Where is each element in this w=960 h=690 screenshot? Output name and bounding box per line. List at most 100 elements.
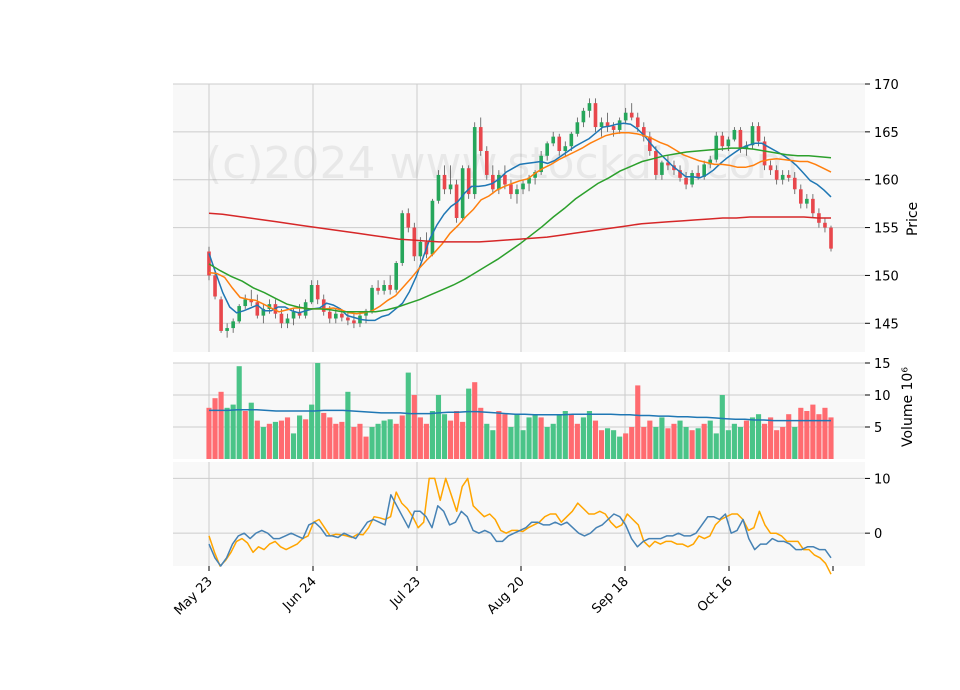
x-tick-label: May 23 — [172, 574, 216, 618]
volume-bar — [508, 427, 514, 459]
candle-body — [648, 136, 652, 151]
candle-body — [539, 155, 543, 173]
volume-bar — [266, 423, 272, 459]
volume-bar — [514, 414, 520, 459]
candle-body — [551, 136, 556, 144]
volume-bar — [762, 423, 768, 459]
candle-body — [442, 174, 447, 190]
volume-bar — [695, 428, 701, 459]
volume-bar — [297, 415, 303, 459]
y-tick-label: 10 — [874, 472, 891, 487]
candle-body — [798, 189, 803, 204]
candle-body — [388, 285, 392, 290]
volume-bar — [472, 382, 478, 459]
volume-bar — [768, 417, 774, 459]
volume-bar — [212, 398, 218, 459]
volume-bar — [490, 430, 496, 459]
candle-body — [400, 213, 405, 263]
candle-body — [503, 174, 507, 185]
y-tick-label: 150 — [874, 269, 899, 284]
candle-body — [394, 262, 399, 290]
y-tick-label: 5 — [874, 421, 882, 436]
candle-body — [430, 200, 435, 255]
y-tick-label: 145 — [874, 317, 899, 332]
candle-body — [352, 320, 356, 324]
volume-bar — [683, 427, 689, 459]
candle-body — [327, 311, 332, 319]
volume-bar — [562, 411, 568, 459]
candle-body — [497, 174, 501, 190]
candle-body — [225, 328, 229, 331]
candle-body — [756, 126, 761, 142]
candle-body — [605, 122, 610, 127]
candle-body — [346, 317, 350, 321]
candle-body — [611, 126, 616, 130]
candle-body — [641, 127, 646, 137]
volume-bar — [598, 430, 605, 459]
volume-bar — [580, 417, 586, 459]
volume-bar — [725, 430, 731, 459]
volume-bar — [393, 423, 399, 459]
volume-bar — [743, 420, 750, 459]
candle-body — [557, 136, 562, 151]
volume-bar — [248, 402, 254, 459]
candle-body — [738, 129, 743, 150]
candle-body — [285, 318, 290, 324]
volume-bar — [774, 430, 780, 459]
volume-bar — [260, 427, 266, 459]
candle-body — [750, 126, 755, 146]
candle-body — [521, 183, 525, 190]
volume-bar — [242, 411, 248, 459]
candle-body — [654, 151, 658, 175]
x-tick-label: Jul 23 — [387, 574, 424, 611]
candle-body — [684, 177, 688, 185]
volume-bar — [635, 385, 641, 459]
candle-body — [219, 299, 223, 331]
candle-body — [696, 173, 700, 177]
volume-bar — [399, 415, 405, 459]
volume-bar — [719, 395, 725, 459]
candle-body — [533, 172, 537, 178]
volume-bar — [647, 420, 653, 459]
candle-body — [436, 174, 441, 201]
volume-bar — [345, 391, 351, 459]
volume-bar — [707, 420, 713, 459]
candle-body — [334, 313, 338, 319]
volume-bar — [417, 417, 423, 459]
volume-bar — [309, 404, 315, 459]
candle-body — [593, 103, 598, 128]
volume-bar — [556, 414, 562, 459]
watermark-text: (c)2024 www.stockdio.com — [205, 138, 798, 189]
oscillator-line — [208, 494, 832, 567]
volume-bar — [671, 423, 677, 459]
candle-body — [587, 103, 592, 111]
volume-bar — [466, 388, 472, 459]
volume-bar — [786, 414, 792, 459]
volume-bar — [236, 366, 242, 459]
candle-body — [829, 227, 833, 249]
candle-body — [207, 251, 211, 276]
volume-bar — [828, 417, 834, 459]
price-panel — [207, 98, 833, 338]
volume-bar — [653, 427, 659, 459]
candle-body — [370, 287, 374, 311]
candle-body — [762, 141, 767, 166]
x-tick-label: Oct 16 — [695, 574, 736, 615]
candle-body — [418, 241, 423, 257]
moving-average-line — [208, 212, 831, 243]
candle-body — [466, 168, 471, 195]
volume-axis-label: Volume 10⁶ — [900, 367, 916, 447]
candle-body — [412, 227, 417, 257]
candle-body — [666, 162, 670, 166]
candle-body — [581, 110, 586, 123]
candle-body — [243, 299, 248, 307]
volume-bar — [604, 428, 611, 459]
volume-bar — [804, 411, 810, 459]
volume-bar — [405, 372, 411, 459]
candle-body — [340, 313, 344, 318]
y-tick-label: 15 — [874, 357, 891, 372]
volume-bar — [810, 404, 816, 459]
candle-body — [515, 189, 519, 195]
volume-bar — [387, 419, 393, 459]
candle-body — [575, 122, 580, 134]
